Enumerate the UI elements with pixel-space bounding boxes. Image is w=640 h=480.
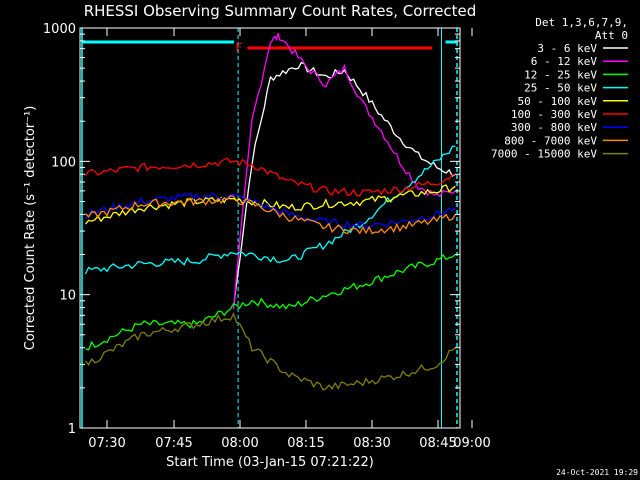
legend-label-6: 300 - 800 keV	[511, 121, 597, 134]
series-line-6	[85, 192, 456, 230]
legend-label-8: 7000 - 15000 keV	[491, 148, 597, 161]
y-tick-label-3: 1000	[43, 22, 76, 37]
series-line-8	[84, 312, 456, 391]
legend-label-5: 100 - 300 keV	[511, 108, 597, 121]
y-axis-label: Corrected Count Rate (s⁻¹ detector⁻¹)	[23, 106, 38, 351]
x-tick-label-0: 07:30	[88, 436, 125, 451]
x-axis-label: Start Time (03-Jan-15 07:21:22)	[166, 455, 374, 470]
legend-header-line2: Att 0	[595, 29, 628, 42]
legend-label-2: 12 - 25 keV	[524, 68, 597, 81]
series-line-5	[84, 157, 456, 197]
flare-flag-label: F	[235, 41, 242, 55]
y-axis: 1 10 100 1000	[43, 22, 460, 437]
series-line-4	[85, 184, 456, 225]
y-tick-label-2: 100	[51, 155, 76, 170]
y-tick-label-1: 10	[59, 289, 76, 304]
legend-label-1: 6 - 12 keV	[531, 55, 598, 68]
chart-title: RHESSI Observing Summary Count Rates, Co…	[84, 2, 477, 20]
series-line-3	[84, 145, 456, 275]
x-tick-label-5: 08:45	[419, 436, 456, 451]
series-line-7	[85, 195, 456, 235]
x-tick-label-4: 08:30	[353, 436, 390, 451]
plot-area	[81, 28, 458, 428]
x-tick-label-6: 09:00	[453, 436, 490, 451]
x-tick-label-1: 07:45	[155, 436, 192, 451]
legend-label-4: 50 - 100 keV	[518, 95, 598, 108]
legend-header-line1: Det 1,3,6,7,9,	[535, 16, 628, 29]
legend-label-0: 3 - 6 keV	[537, 42, 597, 55]
legend-label-7: 800 - 7000 keV	[504, 134, 597, 147]
plot-frame	[79, 27, 461, 429]
series-line-2	[85, 253, 456, 351]
x-tick-label-3: 08:15	[287, 436, 324, 451]
legend-label-3: 25 - 50 keV	[524, 82, 597, 95]
series-line-0	[232, 61, 456, 308]
timestamp: 24-Oct-2021 19:29	[556, 468, 638, 477]
x-tick-label-2: 08:00	[221, 436, 258, 451]
y-tick-label-0: 1	[68, 422, 76, 437]
series-line-1	[232, 33, 456, 310]
